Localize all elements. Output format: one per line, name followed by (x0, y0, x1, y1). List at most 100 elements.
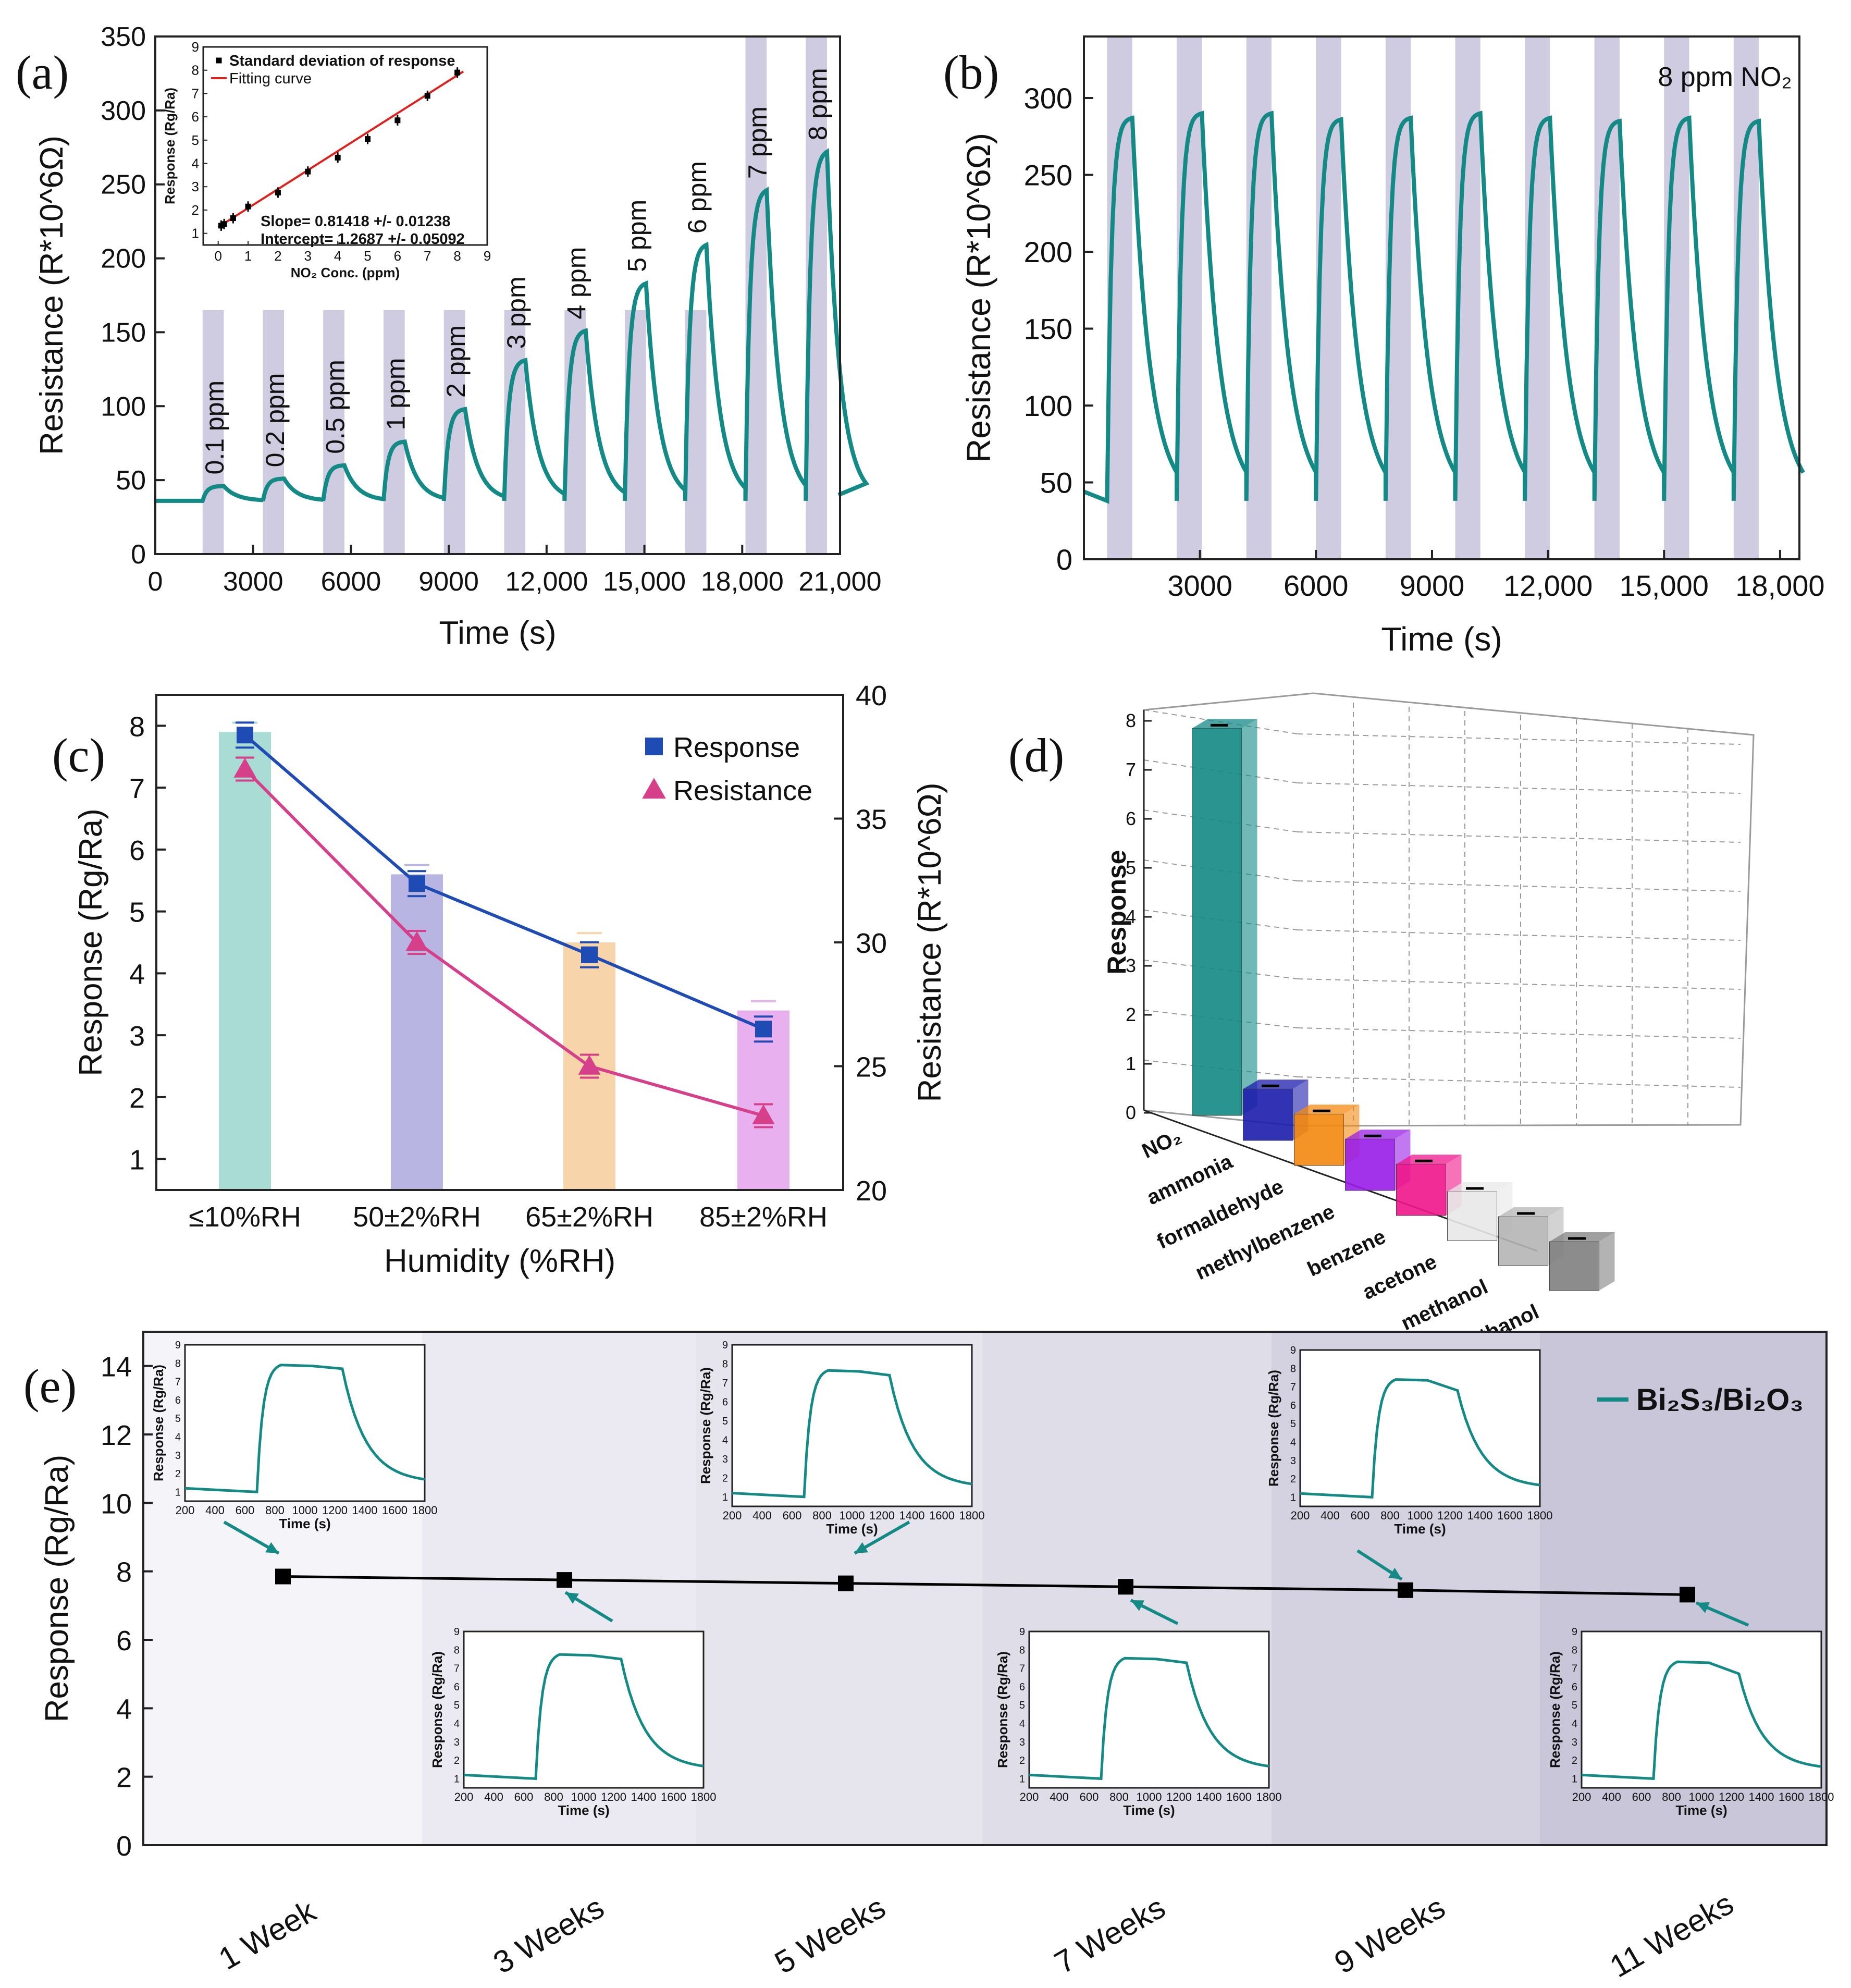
inset-point (365, 136, 371, 142)
inset-x-tick-label: 200 (1020, 1790, 1039, 1803)
inset-x-tick-label: 1400 (1749, 1790, 1774, 1803)
x-tick-label: 85±2%RH (699, 1201, 828, 1233)
y-right-tick-label: 30 (856, 928, 887, 959)
y-tick-label: 0 (116, 1831, 132, 1862)
z-tick-label: 4 (1126, 906, 1136, 927)
panel-label: (e) (23, 1359, 77, 1413)
humidity-bar (219, 732, 271, 1190)
inset-x-tick-label: 1200 (1719, 1790, 1744, 1803)
inset-x-tick-label: 1000 (840, 1509, 865, 1522)
z-tick-label: 2 (1126, 1004, 1136, 1025)
inset-x-axis-title: Time (s) (1394, 1521, 1446, 1537)
inset-x-tick-label: 1400 (352, 1504, 378, 1517)
x-tick-label: 9000 (418, 567, 479, 597)
x-category-label: 7 Weeks (1048, 1889, 1171, 1980)
inset-y-tick-label: 1 (192, 226, 199, 241)
inset-x-axis-title: Time (s) (558, 1802, 609, 1818)
inset-point (394, 117, 401, 124)
bar-top (1498, 1207, 1564, 1217)
bar-top (1549, 1232, 1615, 1242)
y-right-tick-label: 35 (856, 804, 887, 836)
inset-y-tick-label: 6 (1572, 1682, 1577, 1693)
inset-x-tick-label: 1000 (1137, 1790, 1162, 1803)
pulse-label: 0.2 ppm (261, 373, 290, 468)
inset-response-curve (1029, 1656, 1269, 1781)
inset-y-tick-label: 5 (1572, 1700, 1577, 1711)
inset-point (335, 154, 341, 161)
inset-x-tick-label: 1600 (929, 1509, 955, 1522)
x-axis-title: Humidity (%RH) (384, 1243, 615, 1279)
pulse-label: 1 ppm (381, 358, 410, 430)
y-tick-label: 0 (131, 539, 146, 570)
response-point (755, 1021, 772, 1038)
inset-intercept-text: Intercept= 1.2687 +/- 0.05092 (261, 231, 465, 248)
inset-x-tick-label: 1800 (1809, 1790, 1834, 1803)
bar-front (1396, 1163, 1446, 1216)
bar-top (1192, 719, 1257, 729)
y-tick-label: 100 (101, 391, 146, 422)
x-tick-label: ≤10%RH (189, 1201, 301, 1233)
x-category-label: 11 Weeks (1604, 1886, 1739, 1984)
legend-resistance-marker (642, 778, 666, 799)
plot-frame (142, 1331, 1828, 1846)
inset-x-tick-label: 800 (265, 1504, 285, 1517)
inset-y-tick-label: 2 (722, 1472, 728, 1484)
bar-top (1243, 1079, 1309, 1089)
inset-chart: 200 400 600 800 1000 1200 1400 1600 1800 1 2 3 4 5 6 7 8… (698, 1340, 984, 1537)
y-right-tick-label: 20 (856, 1175, 887, 1207)
bar-front (1192, 728, 1242, 1116)
inset-y-tick-label: 3 (722, 1454, 728, 1465)
inset-y-tick-label: 6 (454, 1682, 460, 1693)
inset-x-tick-label: 600 (1351, 1509, 1370, 1522)
inset-y-tick-label: 6 (1019, 1682, 1025, 1693)
y-tick-label: 2 (129, 1083, 145, 1114)
inset-x-tick-label: 800 (1109, 1790, 1129, 1803)
inset-x-tick-label: 1200 (1166, 1790, 1192, 1803)
inset-point (424, 93, 430, 99)
x-tick-label: 6000 (321, 567, 381, 597)
category-label: benzene (1304, 1225, 1389, 1281)
inset-y-tick-label: 2 (175, 1468, 181, 1480)
y-right-axis-title: Resistance (R*10^6Ω) (912, 782, 948, 1102)
inset-y-tick-label: 1 (1572, 1773, 1577, 1785)
y-tick-label: 3 (129, 1021, 145, 1052)
inset-y-tick-label: 7 (192, 85, 199, 101)
inset-y-tick-label: 3 (192, 179, 199, 194)
inset-y-tick-label: 6 (175, 1395, 181, 1406)
y-tick-label: 6 (129, 835, 145, 866)
y-tick-label: 100 (1024, 389, 1072, 422)
stability-point (1398, 1582, 1413, 1598)
inset-x-tick-label: 400 (1602, 1790, 1621, 1803)
inset-x-tick-label: 400 (205, 1504, 225, 1517)
z-tick-label: 7 (1126, 759, 1136, 780)
inset-x-tick-label: 1200 (869, 1509, 895, 1522)
inset-y-tick-label: 1 (1290, 1492, 1296, 1503)
y-tick-label: 4 (116, 1694, 132, 1725)
inset-pointer-arrowhead (565, 1592, 579, 1604)
inset-x-tick-label: 1800 (1256, 1790, 1282, 1803)
inset-y-tick-label: 5 (722, 1416, 728, 1427)
inset-pointer-arrowhead (265, 1542, 279, 1553)
inset-y-tick-label: 1 (454, 1773, 460, 1785)
legend-response-marker (645, 738, 663, 755)
inset-x-tick-label: 1600 (1497, 1509, 1523, 1522)
inset-x-tick-label: 1400 (1467, 1509, 1493, 1522)
exposure-band (443, 310, 465, 554)
y-tick-label: 14 (101, 1352, 132, 1383)
stability-point (557, 1572, 572, 1588)
inset-chart: 200 400 600 800 1000 1200 1400 1600 1800 1 2 3 4 5 6 7 8… (995, 1626, 1281, 1818)
inset-x-tick-label: 600 (1080, 1790, 1099, 1803)
response-point (237, 727, 253, 744)
pulse-label: 0.1 ppm (200, 381, 229, 475)
resistance-point (578, 1054, 601, 1075)
x-tick-label: 15,000 (1620, 569, 1709, 602)
inset-legend-marker (216, 57, 222, 64)
x-tick-label: 15,000 (603, 567, 686, 597)
panel-label: (c) (52, 729, 105, 782)
category-label: NO₂ (1139, 1125, 1185, 1163)
inset-y-tick-label: 2 (1572, 1755, 1577, 1766)
exposure-band (202, 310, 224, 554)
annotation-label: 8 ppm NO₂ (1658, 62, 1792, 92)
inset-point (218, 223, 224, 229)
inset-y-tick-label: 9 (192, 39, 199, 55)
